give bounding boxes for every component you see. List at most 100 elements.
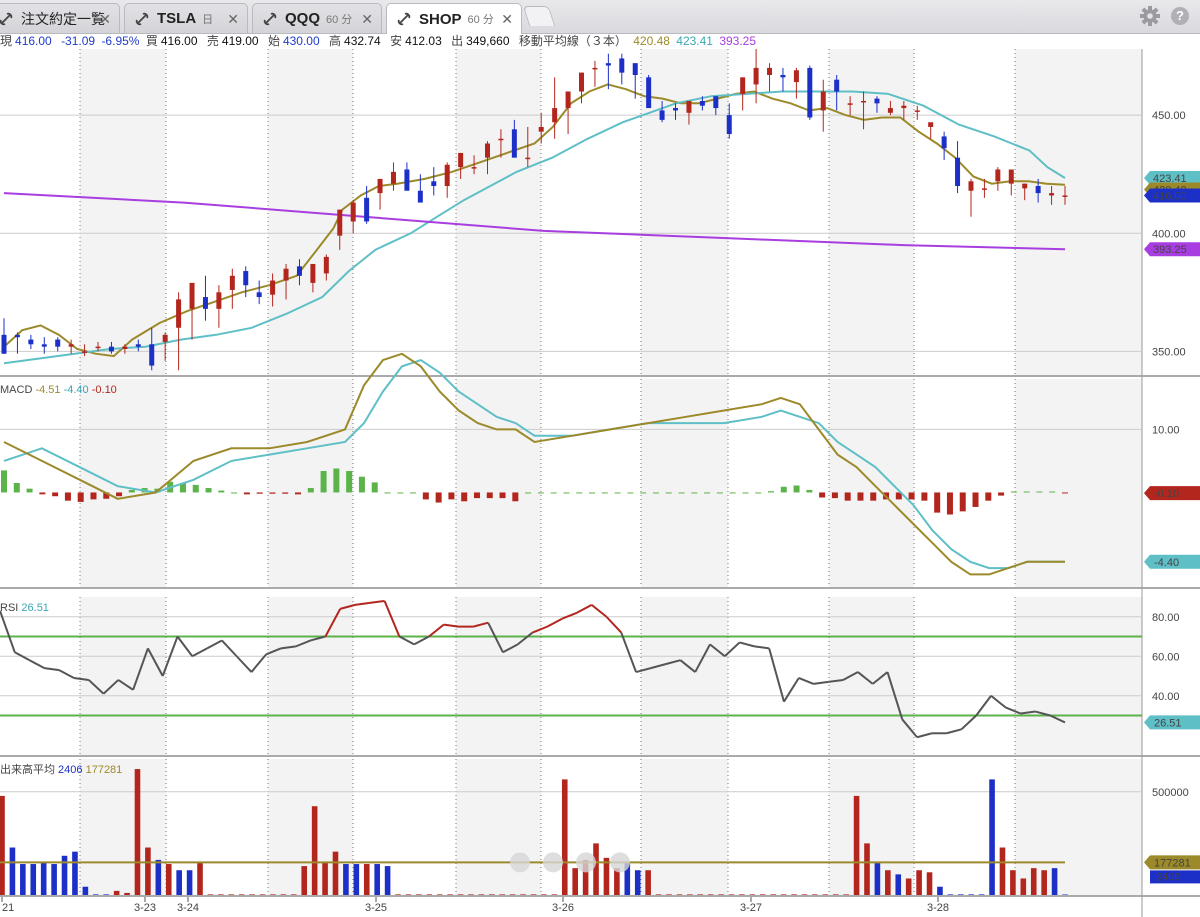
macd-histogram-bar — [1010, 491, 1017, 493]
volume-bar — [1020, 878, 1027, 895]
volume-bar — [291, 894, 297, 895]
close-icon[interactable]: ✕ — [501, 11, 513, 27]
candle-body — [41, 344, 47, 347]
macd-histogram-bar — [384, 492, 391, 494]
rsi-line-segment — [250, 653, 268, 673]
volume-bar — [363, 864, 370, 895]
volume-badge — [1150, 870, 1200, 884]
session-band — [829, 597, 914, 755]
volume-bar — [572, 868, 578, 895]
ma3-value: 393.25 — [719, 34, 757, 48]
session-band — [80, 49, 166, 375]
volume-bar — [332, 851, 339, 895]
tab-tsla[interactable]: TSLA 日 ✕ — [124, 3, 248, 33]
last-price-badge — [1144, 188, 1200, 203]
rsi-line-segment — [650, 663, 666, 670]
ma3-badge-text: 393.25 — [1153, 244, 1187, 256]
volume-legend: 出来高平均 2406 177281 — [0, 762, 122, 776]
chart-canvas[interactable]: 350.00400.00450.00423.41420.48416.00393.… — [0, 49, 1200, 917]
candle-body — [565, 91, 571, 109]
candle-body — [149, 344, 155, 366]
macd-histogram-bar — [205, 488, 212, 493]
gear-icon[interactable] — [1139, 5, 1161, 27]
candle-body — [713, 96, 719, 109]
volume-avg-badge-text: 177281 — [1154, 857, 1191, 869]
volume-bar — [124, 892, 130, 895]
close-icon[interactable]: ✕ — [227, 11, 239, 27]
rsi-line-segment — [813, 680, 829, 685]
tab-interval: 60 分 — [467, 14, 494, 26]
macd-histogram-bar — [64, 492, 71, 501]
volume-bar — [436, 894, 443, 895]
quote-item: 現 416.00 — [0, 34, 52, 48]
macd-histogram-bar — [371, 482, 378, 493]
volume-bar — [520, 894, 526, 895]
rsi-line-segment — [473, 621, 489, 628]
macd-histogram-bar — [870, 492, 877, 501]
candle-body — [82, 351, 88, 353]
candle-body — [122, 346, 128, 350]
rsi-line-segment — [295, 639, 311, 648]
candle-body — [498, 138, 504, 141]
candle-body — [968, 181, 974, 191]
candle-body — [981, 188, 987, 190]
volume-bar — [489, 894, 495, 895]
macd-histogram-bar — [793, 485, 800, 493]
candle-body — [928, 122, 934, 127]
macd-histogram-bar — [473, 492, 480, 499]
candle-body — [820, 91, 826, 111]
rsi-line-segment — [88, 679, 105, 695]
candle-body — [229, 275, 235, 290]
volume-bar — [718, 894, 724, 895]
volume-bar — [468, 894, 474, 895]
rsi-line-segment — [828, 678, 844, 683]
tab-orders[interactable]: 注文約定一覧 ✕ — [0, 3, 120, 33]
candle-body — [377, 178, 383, 194]
macd-legend: MACD -4.51 -4.40 -0.10 — [0, 384, 117, 396]
volume-avg-badge — [1144, 855, 1200, 870]
x-tick-label: 3-28 — [927, 902, 949, 914]
candle-body — [256, 292, 262, 298]
volume-bar — [405, 894, 412, 895]
scroll-handle-dot — [510, 852, 530, 873]
session-band — [641, 379, 728, 587]
tab-shop[interactable]: SHOP 60 分 ✕ — [386, 3, 522, 34]
new-tab-button[interactable] — [522, 6, 556, 26]
macd-histogram-bar — [358, 476, 365, 493]
candle-body — [619, 58, 625, 73]
macd-histogram-bar — [742, 492, 749, 494]
candle-body — [1, 334, 7, 354]
rsi-line-segment — [605, 616, 622, 634]
volume-bar — [113, 890, 120, 895]
macd-histogram-bar — [282, 492, 289, 494]
volume-bar — [207, 894, 214, 895]
candle-body — [914, 110, 920, 112]
candle-body — [431, 181, 437, 187]
session-band — [80, 597, 166, 755]
volume-bar — [978, 894, 985, 895]
tab-label: 注文約定一覧 — [21, 10, 105, 27]
macd-hist-badge-text: -0.10 — [1154, 488, 1179, 500]
candle-body — [579, 72, 585, 92]
volume-bar — [843, 894, 849, 895]
volume-bar — [864, 843, 870, 895]
candle-body — [458, 152, 464, 168]
tab-qqq[interactable]: QQQ 60 分 ✕ — [252, 3, 382, 33]
volume-bar — [645, 870, 651, 895]
candle-body — [108, 346, 114, 352]
macd-histogram-bar — [665, 492, 672, 494]
volume-bar — [603, 857, 610, 895]
volume-bar — [989, 779, 995, 895]
macd-histogram-bar — [26, 488, 33, 493]
volume-bar — [770, 894, 776, 895]
link-icon — [0, 12, 13, 25]
macd-histogram-bar — [550, 492, 557, 494]
candle-body — [699, 100, 705, 106]
macd-histogram-bar — [320, 471, 327, 493]
help-icon[interactable]: ? — [1171, 7, 1189, 25]
volume-bar — [895, 874, 902, 895]
close-icon[interactable]: ✕ — [361, 11, 373, 27]
close-icon[interactable]: ✕ — [99, 11, 111, 27]
volume-bar — [301, 866, 308, 895]
volume-bar — [541, 894, 547, 895]
